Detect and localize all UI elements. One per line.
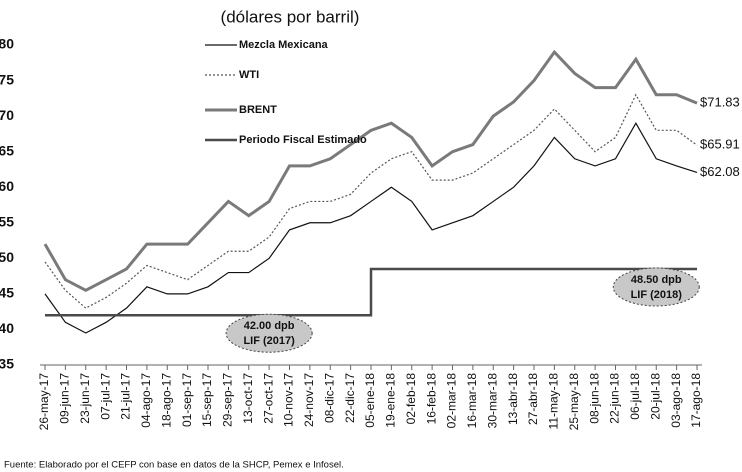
x-tick-label: 10-nov-17 — [282, 373, 296, 427]
x-tick-label: 08-jun-18 — [587, 373, 601, 424]
x-tick-label: 24-nov-17 — [302, 373, 316, 427]
x-tick-label: 16-mar-18 — [465, 373, 479, 429]
series-line — [44, 93, 698, 309]
y-tick-label: 65 — [0, 142, 14, 158]
x-tick-label: 19-ene-18 — [384, 373, 398, 428]
x-tick-label: 22-dic-17 — [343, 373, 357, 423]
x-tick-label: 22-jun-18 — [608, 373, 622, 424]
y-tick-label: 80 — [0, 36, 14, 52]
y-tick-label: 55 — [0, 213, 14, 229]
x-tick-label: 03-ago-18 — [669, 373, 683, 428]
x-tick-label: 15-sep-17 — [200, 373, 214, 427]
series-line — [44, 122, 698, 334]
x-tick-label: 09-jun-17 — [58, 373, 72, 424]
y-tick-label: 75 — [0, 71, 14, 87]
annotation-text: 42.00 dpb — [244, 320, 295, 332]
x-tick-label: 29-sep-17 — [221, 373, 235, 427]
legend-label: Periodo Fiscal Estimado — [239, 134, 367, 146]
x-tick-label: 11-may-18 — [547, 373, 561, 430]
source-note: Fuente: Elaborado por el CEFP con base e… — [4, 460, 344, 471]
x-tick-label: 06-jul-18 — [628, 373, 642, 420]
x-tick-label: 27-oct-17 — [261, 373, 275, 424]
x-tick-label: 04-ago-17 — [139, 373, 153, 428]
annotation-bubble — [612, 267, 700, 307]
y-tick-label: 35 — [0, 356, 14, 372]
x-tick-label: 13-abr-18 — [506, 373, 520, 425]
x-tick-label: 17-ago-18 — [689, 373, 703, 428]
x-tick-label: 30-mar-18 — [485, 373, 499, 429]
annotation-text: 48.50 dpb — [631, 274, 682, 286]
y-tick-label: 50 — [0, 249, 14, 265]
y-tick-label: 60 — [0, 178, 14, 194]
x-tick-label: 27-abr-18 — [526, 373, 540, 425]
x-tick-label: 07-jul-17 — [98, 373, 112, 420]
x-tick-label: 20-jul-18 — [648, 373, 662, 420]
x-tick-label: 25-may-18 — [567, 373, 581, 431]
value-label: $62.08 — [700, 164, 740, 179]
legend-label: BRENT — [239, 104, 277, 116]
y-tick-label: 45 — [0, 285, 14, 301]
x-tick-label: 26-may-17 — [37, 373, 51, 431]
annotation-text: LIF (2018) — [631, 289, 683, 301]
x-tick-label: 23-jun-17 — [78, 373, 92, 424]
x-tick-label: 05-ene-18 — [363, 373, 377, 428]
value-label: $71.83 — [700, 95, 740, 110]
y-tick-label: 70 — [0, 107, 14, 123]
legend-label: Mezcla Mexicana — [239, 39, 329, 51]
annotation-bubble — [225, 313, 313, 353]
x-tick-label: 08-dic-17 — [322, 373, 336, 423]
chart-title: (dólares por barril) — [221, 7, 360, 26]
x-tick-label: 02-feb-18 — [404, 373, 418, 425]
y-tick-label: 40 — [0, 320, 14, 336]
series-line — [43, 49, 698, 293]
series-line — [45, 267, 697, 317]
legend-label: WTI — [239, 69, 259, 81]
x-tick-label: 02-mar-18 — [445, 373, 459, 429]
x-tick-label: 13-oct-17 — [241, 373, 255, 424]
value-label: $65.91 — [700, 137, 740, 152]
x-tick-label: 16-feb-18 — [424, 373, 438, 425]
x-tick-label: 18-ago-17 — [159, 373, 173, 428]
x-tick-label: 21-jul-17 — [119, 373, 133, 420]
annotation-text: LIF (2017) — [243, 335, 295, 347]
x-tick-label: 01-sep-17 — [180, 373, 194, 427]
